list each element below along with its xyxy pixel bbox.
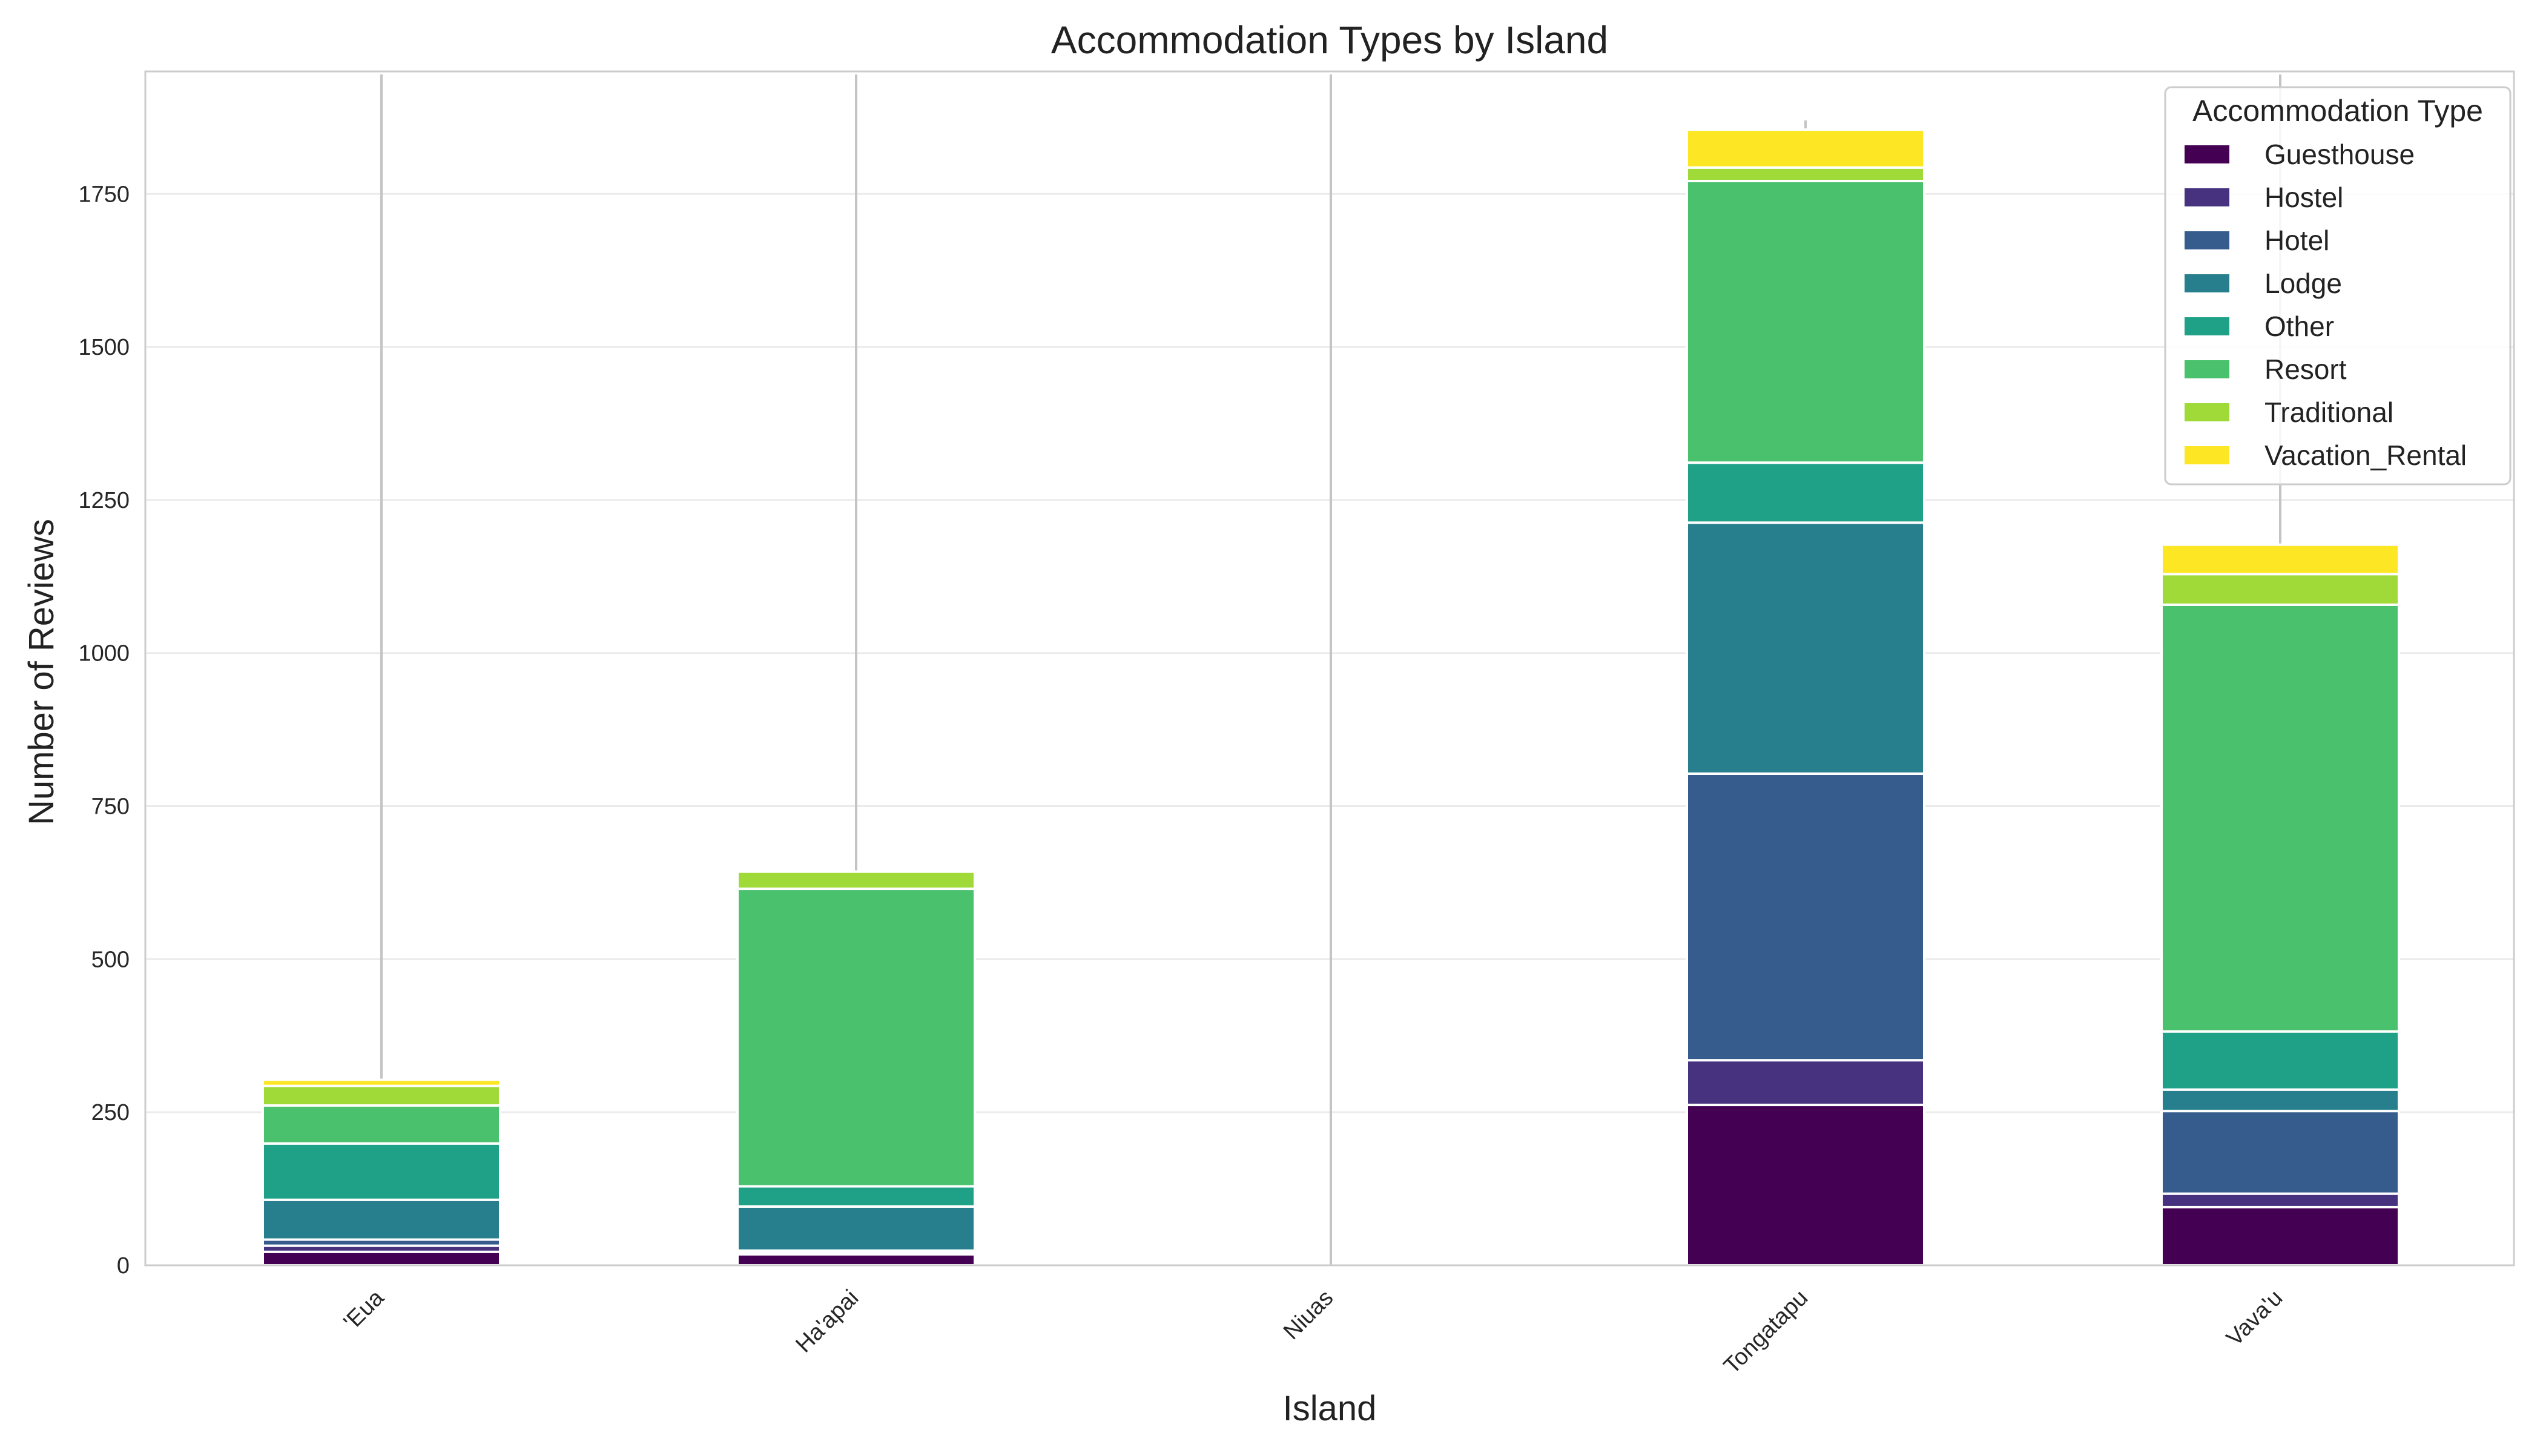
bar-segment [2160, 1110, 2400, 1195]
bar-segment [736, 888, 976, 1188]
legend-label: Resort [2264, 354, 2347, 385]
bar-segment [2160, 543, 2400, 576]
bar-segment [2160, 573, 2400, 606]
legend-swatch [2185, 145, 2229, 163]
x-axis-label: Island [1283, 1389, 1377, 1428]
legend-label: Vacation_Rental [2264, 440, 2467, 471]
x-tick-label: Vava'u [2221, 1285, 2287, 1351]
bar-segment [2160, 1030, 2400, 1091]
bar-segment [1686, 166, 1925, 183]
legend-frame [2164, 86, 2512, 486]
bar-segment [1686, 180, 1925, 464]
legend-label: Lodge [2264, 268, 2342, 299]
bar-segment [2160, 1088, 2400, 1113]
y-tick-label: 250 [91, 1100, 130, 1125]
bar-segment [262, 1142, 501, 1201]
x-tick-label: Niuas [1279, 1285, 1338, 1345]
bar-segment [736, 1185, 976, 1208]
bar-segment [1686, 1059, 1925, 1107]
y-tick-label: 0 [117, 1253, 130, 1279]
bar-segment [736, 870, 976, 891]
bar-segment [736, 1253, 976, 1267]
legend-swatch [2185, 188, 2229, 206]
chart-title: Accommodation Types by Island [1051, 18, 1608, 62]
bar-segment [2160, 1205, 2400, 1267]
legend-swatch [2185, 231, 2229, 249]
legend-title: Accommodation Type [2192, 94, 2483, 128]
bar-segment [262, 1198, 501, 1241]
legend-swatch [2185, 317, 2229, 335]
plot-frame [144, 70, 2515, 1267]
y-tick-label: 750 [91, 794, 130, 820]
legend-label: Other [2264, 311, 2334, 342]
bar-layer [262, 128, 2400, 1267]
legend-label: Hostel [2264, 182, 2343, 213]
bar-segment [2160, 603, 2400, 1033]
y-tick-label: 500 [91, 947, 130, 972]
bar-segment [2160, 1192, 2400, 1208]
y-tick-label: 1500 [78, 335, 130, 360]
legend-label: Guesthouse [2264, 139, 2415, 170]
bar-segment [262, 1250, 501, 1267]
legend-swatch [2185, 360, 2229, 378]
x-tick-label: 'Eua [339, 1285, 389, 1335]
bar-segment [262, 1104, 501, 1145]
x-tick-label: Tongatapu [1719, 1285, 1813, 1379]
legend-swatch [2185, 403, 2229, 421]
error-line-layer [380, 74, 2281, 1265]
legend-label: Traditional [2264, 397, 2393, 428]
bar-segment [1686, 772, 1925, 1062]
bar-segment [1686, 461, 1925, 524]
x-tick-label: Ha'apai [791, 1285, 863, 1358]
bar-segment [262, 1078, 501, 1087]
bar-segment [1686, 128, 1925, 169]
bar-segment [262, 1084, 501, 1107]
bar-segment [1686, 1104, 1925, 1267]
y-tick-label: 1250 [78, 488, 130, 513]
y-tick-label: 1000 [78, 641, 130, 667]
y-tick-label: 1750 [78, 182, 130, 207]
y-axis-label: Number of Reviews [22, 519, 61, 825]
legend-swatch [2185, 446, 2229, 464]
bar-segment [736, 1205, 976, 1252]
legend: Accommodation Type Guesthouse Hostel Hotel… [2164, 86, 2512, 486]
bar-segment [1686, 521, 1925, 775]
legend-swatch [2185, 274, 2229, 292]
legend-label: Hotel [2264, 225, 2329, 256]
